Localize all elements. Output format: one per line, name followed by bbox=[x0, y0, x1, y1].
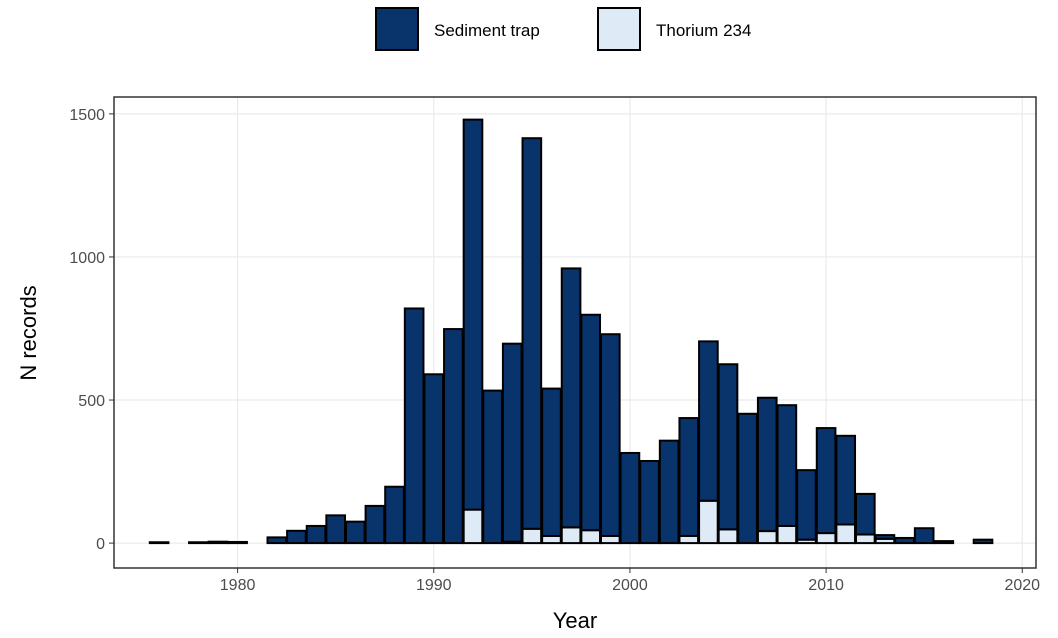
bar bbox=[403, 307, 425, 545]
bar bbox=[933, 540, 955, 545]
bar bbox=[364, 504, 386, 545]
bar bbox=[796, 469, 817, 541]
bar bbox=[835, 434, 857, 526]
bar bbox=[756, 530, 778, 545]
bar bbox=[305, 524, 327, 545]
bar bbox=[894, 536, 915, 545]
bar bbox=[286, 529, 307, 545]
bar bbox=[855, 533, 876, 545]
bar bbox=[815, 532, 837, 545]
bar bbox=[815, 427, 837, 535]
bar bbox=[344, 520, 366, 545]
bar bbox=[580, 313, 602, 532]
bar bbox=[560, 267, 582, 529]
bar bbox=[501, 342, 523, 543]
bar bbox=[639, 459, 660, 545]
bar bbox=[756, 396, 778, 533]
x-tick-label: 2000 bbox=[612, 577, 648, 594]
bar bbox=[972, 538, 994, 545]
y-tick-label: 1000 bbox=[69, 250, 105, 267]
bar bbox=[580, 529, 602, 545]
bar bbox=[874, 534, 896, 540]
bar bbox=[855, 492, 876, 536]
legend-swatch bbox=[597, 7, 641, 51]
bar bbox=[913, 527, 935, 545]
legend-swatch bbox=[375, 7, 419, 51]
bar bbox=[148, 541, 170, 545]
bar bbox=[698, 499, 719, 545]
bar bbox=[207, 540, 229, 545]
bar bbox=[599, 333, 621, 537]
bar bbox=[325, 514, 346, 545]
bar bbox=[423, 373, 445, 545]
bar bbox=[462, 118, 484, 511]
bar bbox=[227, 540, 248, 545]
bar bbox=[776, 404, 798, 527]
bar bbox=[678, 534, 700, 545]
bar bbox=[462, 508, 484, 545]
bar bbox=[188, 541, 209, 545]
bar bbox=[698, 340, 719, 502]
bar bbox=[658, 439, 680, 545]
bar bbox=[560, 526, 582, 545]
bar bbox=[599, 534, 621, 545]
plot-border bbox=[113, 96, 1037, 569]
bar bbox=[482, 389, 503, 545]
x-tick-label: 1980 bbox=[220, 577, 256, 594]
bar bbox=[619, 451, 641, 545]
x-tick-label: 2020 bbox=[1004, 577, 1040, 594]
x-axis-title: Year bbox=[553, 608, 597, 633]
y-axis-title: N records bbox=[16, 285, 41, 380]
bar bbox=[266, 536, 288, 545]
bar bbox=[521, 137, 543, 530]
y-tick-label: 500 bbox=[78, 393, 105, 410]
bar bbox=[521, 527, 543, 545]
y-tick-label: 1500 bbox=[69, 107, 105, 124]
bar bbox=[776, 524, 798, 545]
bar bbox=[384, 485, 405, 545]
x-tick-label: 1990 bbox=[416, 577, 452, 594]
y-tick-label: 0 bbox=[96, 536, 105, 553]
legend-label: Thorium 234 bbox=[656, 21, 751, 40]
bar bbox=[678, 417, 700, 537]
legend-label: Sediment trap bbox=[434, 21, 540, 40]
bar bbox=[443, 328, 464, 545]
bar bbox=[717, 528, 739, 545]
bar bbox=[737, 412, 758, 545]
bar bbox=[835, 523, 857, 545]
bar bbox=[541, 387, 562, 537]
bar bbox=[717, 363, 739, 531]
bar bbox=[541, 534, 562, 545]
x-tick-label: 2010 bbox=[808, 577, 844, 594]
